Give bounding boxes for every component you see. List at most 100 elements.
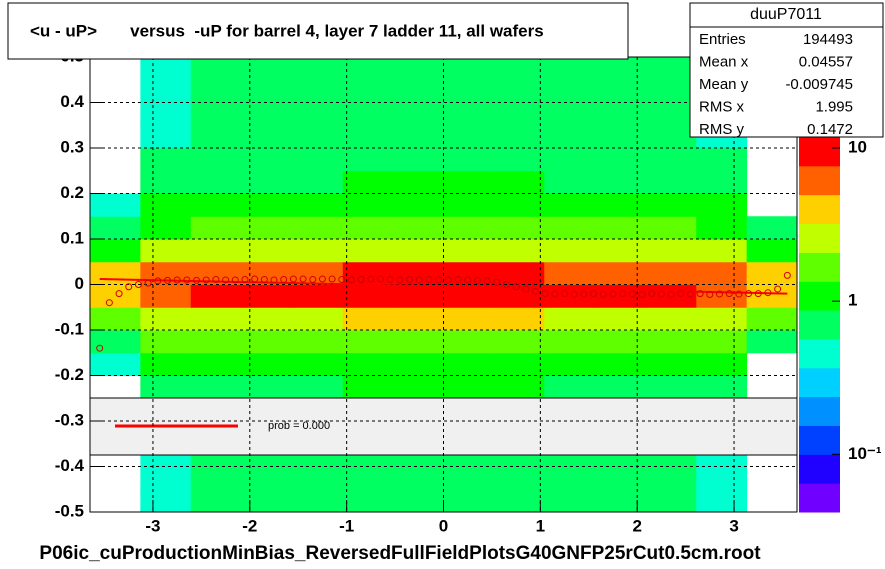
palette-band bbox=[799, 310, 840, 340]
heat-cell bbox=[594, 79, 647, 103]
profile-marker bbox=[774, 285, 782, 293]
y-tick-label: 0 bbox=[75, 274, 84, 293]
x-tick-label: -3 bbox=[145, 516, 160, 535]
heat-cell bbox=[493, 375, 545, 399]
profile-marker bbox=[638, 291, 646, 299]
heat-cell bbox=[443, 148, 495, 172]
profile-marker bbox=[396, 276, 404, 284]
heat-cell bbox=[544, 102, 596, 126]
profile-marker bbox=[125, 283, 133, 291]
heat-cell bbox=[594, 102, 647, 126]
heat-cell bbox=[696, 489, 748, 513]
heat-cell bbox=[140, 79, 192, 103]
profile-marker bbox=[561, 290, 569, 298]
heat-cell bbox=[594, 330, 647, 354]
heat-cell bbox=[90, 261, 141, 285]
profile-marker bbox=[202, 276, 210, 284]
palette-band bbox=[799, 137, 840, 167]
heat-cell bbox=[241, 79, 293, 103]
heat-cell bbox=[140, 489, 192, 513]
profile-marker bbox=[657, 290, 665, 298]
heat-cell bbox=[645, 352, 697, 376]
heat-cell bbox=[594, 216, 647, 240]
heat-cell bbox=[140, 125, 192, 149]
heat-cell bbox=[696, 466, 748, 490]
heat-cell bbox=[190, 125, 242, 149]
profile-marker bbox=[716, 290, 724, 298]
heat-cell bbox=[292, 489, 344, 513]
heat-cell bbox=[443, 375, 495, 399]
palette-band bbox=[799, 367, 840, 398]
heat-cell bbox=[292, 239, 344, 263]
heat-cell bbox=[292, 352, 344, 376]
heat-cell bbox=[544, 261, 596, 285]
stats-box bbox=[689, 2, 884, 138]
stats-value: 1.995 bbox=[815, 98, 853, 115]
heat-cell bbox=[393, 375, 444, 399]
heat-cell bbox=[342, 352, 394, 376]
heat-cell bbox=[342, 125, 394, 149]
profile-marker bbox=[173, 276, 181, 284]
heat-cell bbox=[140, 375, 192, 399]
heat-cell bbox=[645, 330, 697, 354]
profile-marker bbox=[570, 291, 578, 299]
heat-cell bbox=[393, 489, 444, 513]
heat-cell bbox=[594, 466, 647, 490]
heat-cell bbox=[746, 284, 798, 308]
heat-cell bbox=[241, 307, 293, 331]
x-tick-label: 1 bbox=[536, 516, 545, 535]
x-axis-label: P06ic_cuProductionMinBias_ReversedFullFi… bbox=[39, 543, 761, 564]
z-tick-label: 10⁻¹ bbox=[848, 444, 882, 463]
heat-cell bbox=[140, 216, 192, 240]
heat-cell bbox=[190, 330, 242, 354]
heat-cell bbox=[746, 216, 798, 240]
heat-cell bbox=[544, 57, 596, 81]
profile-marker bbox=[735, 290, 743, 298]
profile-marker bbox=[483, 277, 491, 285]
heat-cell bbox=[746, 330, 798, 354]
heat-cell bbox=[342, 284, 394, 308]
profile-marker bbox=[231, 276, 239, 284]
heat-cell bbox=[292, 125, 344, 149]
heat-cell bbox=[443, 284, 495, 308]
heat-cell bbox=[140, 57, 192, 81]
profile-marker bbox=[609, 290, 617, 298]
heat-cell bbox=[342, 466, 394, 490]
heat-cell bbox=[594, 170, 647, 194]
heat-cell bbox=[190, 375, 242, 399]
profile-marker bbox=[754, 290, 762, 298]
profile-marker bbox=[696, 290, 704, 298]
stats-name: RMS y bbox=[699, 121, 745, 138]
heat-cell bbox=[190, 239, 242, 263]
profile-marker bbox=[425, 275, 433, 283]
heat-cell bbox=[292, 466, 344, 490]
heat-cell bbox=[90, 352, 141, 376]
heat-cell bbox=[190, 102, 242, 126]
profile-marker bbox=[163, 276, 171, 284]
heat-cell bbox=[393, 170, 444, 194]
y-tick-label: -0.2 bbox=[55, 365, 84, 384]
heat-cell bbox=[645, 489, 697, 513]
profile-marker bbox=[444, 276, 452, 284]
heat-cell bbox=[645, 102, 697, 126]
profile-marker bbox=[183, 276, 191, 284]
heat-cell bbox=[90, 216, 141, 240]
heat-cell bbox=[696, 375, 748, 399]
y-tick-label: -0.3 bbox=[55, 410, 84, 429]
heat-cell bbox=[443, 307, 495, 331]
heat-cell bbox=[746, 261, 798, 285]
heat-cell bbox=[241, 375, 293, 399]
profile-marker bbox=[493, 278, 501, 286]
heat-cell bbox=[544, 307, 596, 331]
palette-band bbox=[799, 194, 840, 225]
heat-cell bbox=[393, 79, 444, 103]
heat-cell bbox=[544, 330, 596, 354]
heat-cell bbox=[140, 307, 192, 331]
heat-cell bbox=[292, 170, 344, 194]
heat-cell bbox=[241, 148, 293, 172]
heat-cell bbox=[140, 284, 192, 308]
heat-cell bbox=[190, 489, 242, 513]
profile-marker bbox=[289, 275, 297, 283]
heat-cell bbox=[696, 307, 748, 331]
